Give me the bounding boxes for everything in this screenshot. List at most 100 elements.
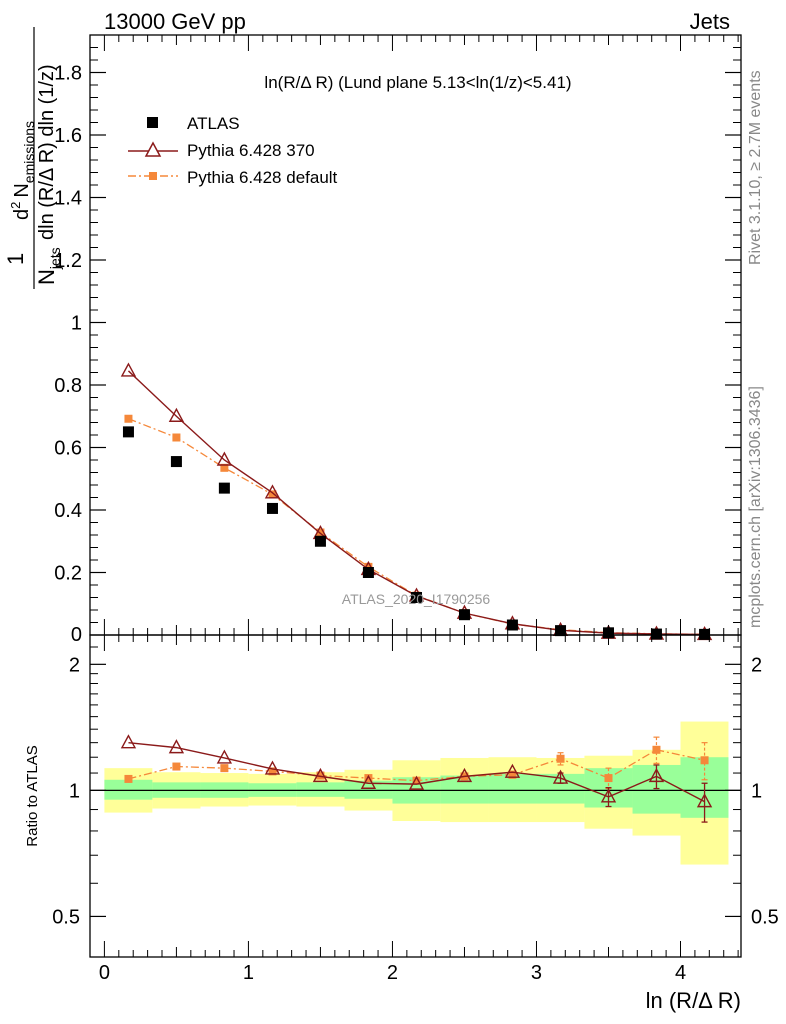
ylabel-denominator: dln (R/Δ R) dln (1/z): [36, 64, 58, 240]
ratio-ytick-label-right: 0.5: [751, 906, 779, 928]
ratio-pythia-default-point: [172, 762, 181, 771]
ylabel-njets-main: N: [34, 269, 59, 285]
ratio-ytick-label: 1: [69, 780, 80, 802]
pythia-370-point: [120, 362, 137, 377]
ratio-pythia-default-point: [604, 774, 613, 783]
legend-label-pythia-default: Pythia 6.428 default: [187, 168, 338, 187]
atlas-data-point: [266, 502, 278, 514]
pythia-370-point: [264, 484, 281, 499]
main-ytick-label: 1.2: [54, 250, 82, 272]
legend-marker-pythia-370: [144, 141, 162, 157]
ratio-pythia-370-point: [168, 739, 185, 754]
ylabel-nem: N: [11, 183, 33, 197]
ratio-pythia-370-point: [312, 767, 329, 783]
atlas-data-point: [555, 625, 567, 637]
ratio-pythia-370-point: [120, 734, 137, 749]
pythia-370-point: [168, 407, 185, 422]
legend-label-pythia-370: Pythia 6.428 370: [187, 141, 315, 160]
process-label: Jets: [690, 9, 730, 34]
main-ytick-label: 0.8: [54, 375, 82, 397]
ratio-pythia-default-point: [268, 767, 277, 776]
main-ytick-label: 0.4: [54, 500, 82, 522]
ratio-pythia-default-point: [124, 774, 133, 783]
ratio-pythia-default-point: [412, 776, 421, 785]
ylabel-one: 1: [3, 253, 28, 265]
ratio-pythia-370-point: [696, 793, 713, 808]
ratio-pythia-default-point: [508, 770, 517, 779]
ratio-pythia-370-point: [216, 749, 233, 764]
x-tick-label: 0: [99, 962, 110, 984]
legend-item-pythia-370: Pythia 6.428 370: [128, 141, 315, 160]
x-tick-label: 2: [387, 962, 398, 984]
ratio-ytick-label: 0.5: [52, 906, 80, 928]
ratio-uncertainty-band-inner: [488, 773, 537, 804]
ratio-pythia-default-point: [316, 771, 325, 780]
pythia-default-point: [364, 562, 373, 571]
main-ytick-label: 1.4: [54, 188, 82, 210]
ylabel-d: d: [11, 209, 33, 220]
main-ytick-label: 0.2: [54, 563, 82, 585]
ratio-ytick-label-right: 1: [751, 780, 762, 802]
main-ytick-label-zero: 0: [71, 624, 82, 646]
atlas-data-point: [650, 628, 662, 640]
main-y-axis-label: 1 Njets d2 Nemissions dln (R/Δ R) dln (1/…: [3, 27, 63, 289]
main-ytick-label: 0.6: [54, 438, 82, 460]
ylabel-inner-fraction: d2 Nemissions dln (R/Δ R) dln (1/z): [8, 64, 58, 240]
ratio-pythia-370-point: [600, 788, 617, 803]
pythia-default-point: [220, 463, 229, 472]
main-ytick-label: 1: [71, 313, 82, 335]
ratio-plot-frame: [89, 634, 742, 958]
legend-marker-pythia-default: [149, 172, 157, 180]
ylabel-d-sup: 2: [8, 202, 23, 209]
plot-title: ln(R/Δ R) (Lund plane 5.13<ln(1/z)<5.41): [264, 73, 571, 92]
ratio-uncertainty-band-inner: [104, 779, 153, 800]
main-plot-axes: 0.2 0.4 0.6 0.8 1 1.2 1.4 1.6 1.8 0: [54, 35, 741, 646]
legend-marker-atlas: [147, 117, 158, 128]
ratio-pythia-370-point: [552, 769, 569, 784]
ratio-pythia-370-point: [456, 767, 473, 783]
pythia-370-point: [216, 451, 233, 466]
ratio-ytick-label: 2: [69, 654, 80, 676]
ylabel-numerator: d2 Nemissions: [8, 121, 37, 220]
ylabel-njets-sub: jets: [47, 247, 63, 270]
rivet-version-label: Rivet 3.1.10, ≥ 2.7M events: [747, 70, 764, 265]
ratio-pythia-default-point: [556, 754, 565, 763]
ratio-pythia-default-point: [700, 756, 709, 765]
legend-item-pythia-default: Pythia 6.428 default: [128, 168, 338, 187]
atlas-data-point: [362, 567, 374, 578]
ratio-plot-panel: 0.5 0.5 1 1 2 2 0 1 2 3 4: [52, 634, 779, 984]
ratio-ytick-label-right: 2: [751, 654, 762, 676]
legend: ATLAS Pythia 6.428 370 Pythia 6.428 defa…: [128, 114, 338, 187]
watermark: ATLAS_2020_I1790256: [342, 591, 491, 607]
ratio-uncertainty-band-inner: [296, 782, 345, 797]
x-tick-label: 1: [243, 962, 254, 984]
atlas-data-point: [411, 592, 423, 603]
ratio-pythia-default-point: [364, 774, 373, 783]
ylabel-njets: Njets: [34, 247, 63, 285]
atlas-data-point: [506, 619, 518, 631]
ratio-pythia-370-point: [264, 760, 281, 775]
ratio-uncertainty-band-inner: [344, 780, 393, 799]
atlas-data-point: [170, 456, 182, 468]
ratio-pythia-370-point: [360, 774, 377, 789]
atlas-data-point: [458, 609, 470, 621]
x-tick-label: 3: [531, 962, 542, 984]
ratio-plot-marks: [90, 721, 741, 865]
pythia-default-point: [124, 414, 133, 423]
atlas-data-point: [314, 535, 326, 547]
pythia-default-point: [316, 528, 325, 537]
legend-item-atlas: ATLAS: [147, 114, 240, 133]
pythia-default-point: [268, 490, 277, 499]
atlas-data-point: [122, 426, 134, 438]
ratio-pythia-default-point: [220, 764, 229, 773]
legend-label-atlas: ATLAS: [187, 114, 240, 133]
ratio-y-axis-label: Ratio to ATLAS: [24, 745, 41, 846]
mcplots-label: mcplots.cern.ch [arXiv:1306.3436]: [747, 386, 764, 628]
atlas-data-point: [218, 482, 230, 494]
ratio-pythia-default-point: [652, 745, 661, 754]
ratio-pythia-370-point: [408, 775, 425, 790]
x-tick-label: 4: [675, 962, 686, 984]
pythia-default-point: [172, 433, 181, 442]
x-axis-label: ln (R/Δ R): [646, 988, 741, 1013]
